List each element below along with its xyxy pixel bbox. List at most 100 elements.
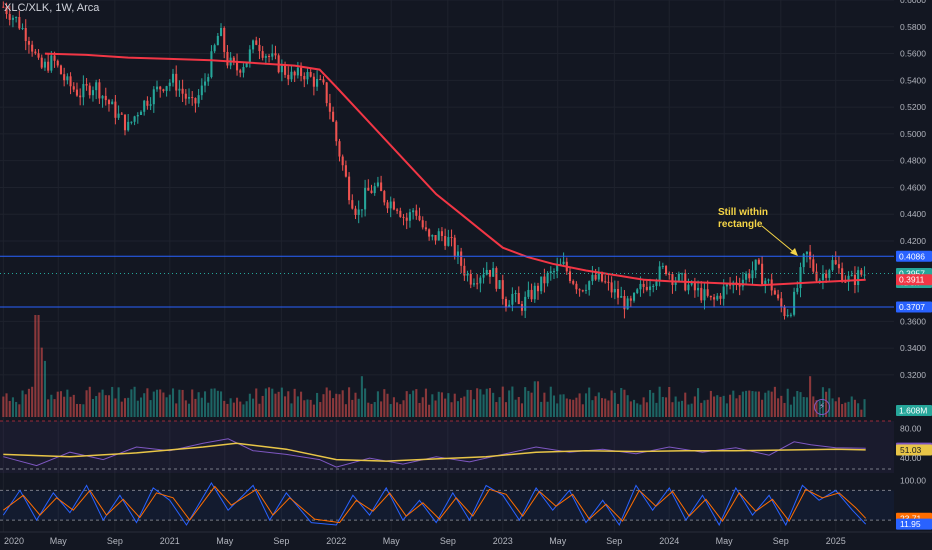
- volume-bar: [194, 398, 197, 417]
- volume-bar: [639, 404, 642, 417]
- candle-body: [857, 270, 860, 286]
- candle-body: [284, 64, 287, 75]
- candle-body: [639, 283, 642, 290]
- candle-body: [568, 271, 572, 281]
- candle-body: [847, 275, 850, 282]
- stoch-band: [0, 490, 894, 521]
- volume-bar: [530, 392, 533, 417]
- candle-body: [665, 266, 668, 275]
- volume-bar: [219, 391, 223, 417]
- candle-body: [687, 284, 690, 291]
- volume-bar: [82, 404, 85, 417]
- volume-bar: [360, 376, 363, 417]
- time-tick-label: May: [716, 536, 734, 546]
- volume-bar: [536, 381, 540, 417]
- candle-body: [658, 266, 661, 282]
- candle-body: [127, 121, 130, 131]
- candle-body: [741, 279, 744, 287]
- volume-bar: [335, 393, 338, 417]
- volume-bar: [197, 392, 200, 417]
- volume-bar: [203, 391, 207, 417]
- candle-body: [178, 88, 181, 91]
- candle-body: [863, 274, 866, 276]
- volume-bar: [322, 394, 325, 417]
- volume-bar: [466, 389, 469, 417]
- volume-bar: [469, 389, 472, 417]
- candle-body: [693, 281, 696, 291]
- candle-body: [444, 236, 447, 246]
- volume-bar: [271, 388, 274, 417]
- lightning-icon[interactable]: ⚡: [814, 399, 830, 415]
- volume-bar: [796, 390, 799, 417]
- candle-body: [828, 270, 831, 278]
- candle-body: [488, 269, 492, 277]
- candle-body: [645, 286, 648, 290]
- candle-body: [482, 274, 485, 278]
- candle-body: [773, 290, 776, 295]
- candle-body: [725, 284, 728, 287]
- volume-bar: [476, 388, 479, 417]
- volume-bar: [168, 394, 171, 417]
- candle-body: [783, 307, 786, 317]
- candle-body: [616, 289, 620, 298]
- volume-bar: [213, 388, 216, 417]
- candle-body: [341, 156, 344, 166]
- candle-body: [415, 210, 418, 216]
- volume-bar: [252, 398, 255, 417]
- candle-body: [825, 273, 828, 278]
- candle-body: [748, 273, 751, 279]
- volume-bar: [850, 396, 853, 417]
- volume-bar: [677, 401, 680, 417]
- volume-bar: [114, 398, 117, 417]
- candle-body: [629, 298, 632, 301]
- volume-bar: [729, 394, 732, 417]
- candle-body: [27, 41, 30, 45]
- volume-bar: [793, 396, 796, 417]
- candle-body: [703, 289, 706, 301]
- volume-bar: [143, 393, 146, 417]
- candle-body: [434, 234, 437, 241]
- price-axis[interactable]: 0.6000 0.5800 0.5600 0.5400 0.5200 0.5000 0.48…: [895, 0, 932, 550]
- candle-body: [357, 209, 360, 215]
- candle-body: [597, 272, 600, 280]
- candle-body: [588, 281, 591, 290]
- volume-bar: [181, 389, 184, 417]
- candle-body: [380, 182, 383, 192]
- candle-body: [152, 89, 155, 105]
- volume-bar: [713, 396, 716, 417]
- price-tag: [896, 250, 932, 262]
- volume-bar: [620, 388, 623, 417]
- candle-body: [306, 72, 309, 80]
- stoch-tick-label: 100.00: [900, 475, 926, 485]
- candle-body: [37, 53, 40, 58]
- candle-body: [508, 304, 511, 308]
- candle-body: [623, 296, 626, 310]
- time-tick-label: Sep: [606, 536, 622, 546]
- volume-bar: [104, 395, 107, 417]
- volume-bar: [591, 400, 594, 417]
- volume-bar: [242, 404, 245, 417]
- candle-body: [437, 231, 440, 241]
- volume-bar: [303, 400, 306, 417]
- volume-bar: [162, 392, 165, 417]
- volume-bar: [834, 401, 837, 417]
- candle-body: [466, 273, 469, 276]
- candle-body: [75, 89, 79, 96]
- volume-bar: [284, 396, 287, 417]
- volume-bar: [261, 395, 264, 417]
- candle-body: [239, 70, 242, 73]
- volume-bar: [50, 394, 53, 417]
- candle-body: [815, 271, 818, 281]
- candle-body: [162, 89, 165, 91]
- time-axis[interactable]: 2020 May Sep 2021 May Sep 2022 May Sep 2023 May Sep…: [0, 531, 932, 550]
- candle-body: [15, 17, 18, 19]
- price-pane[interactable]: [0, 1, 894, 320]
- volume-bar: [661, 396, 664, 417]
- volume-bar: [841, 404, 844, 417]
- rsi-tag-label: 51.03: [900, 445, 922, 455]
- candle-body: [383, 191, 386, 203]
- volume-bar: [418, 402, 421, 417]
- candle-body: [203, 81, 207, 86]
- candle-body: [296, 67, 299, 76]
